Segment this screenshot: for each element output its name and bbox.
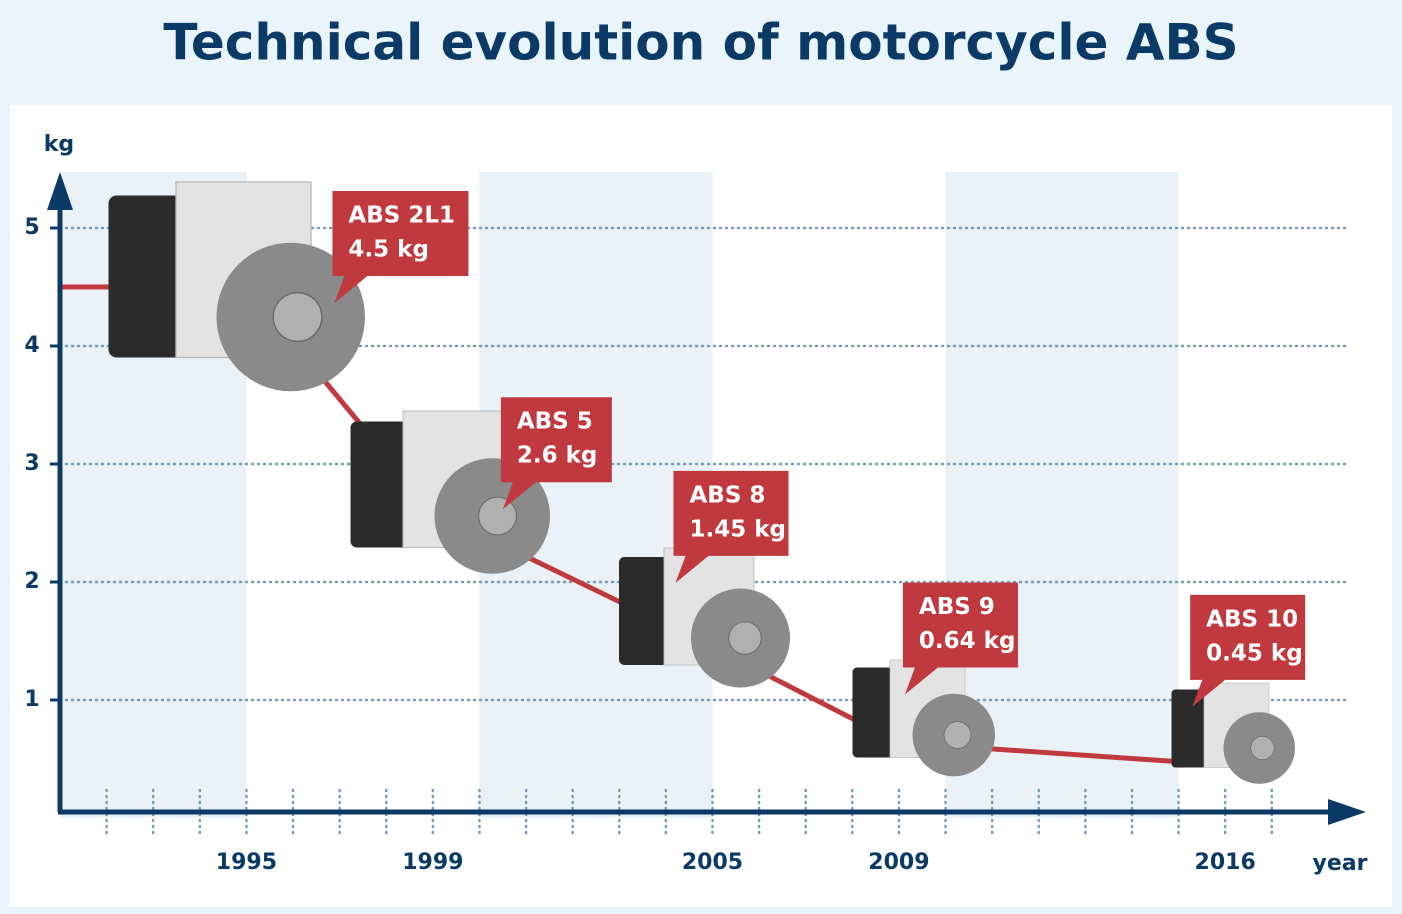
unit-motor-hub [478,496,517,536]
callout: ABS 10 0.45 kg [1190,594,1306,707]
callout: ABS 5 2.6 kg [500,397,612,510]
unit-motor-hub [272,292,323,342]
weight-label: 4.5 kg [348,237,429,263]
x-tick-label: 2009 [868,850,929,875]
model-name: ABS 8 [690,482,766,508]
chart-title: Technical evolution of motorcycle ABS [163,14,1238,72]
callout-box [332,191,469,303]
callout-box [500,397,612,510]
callout-box [902,582,1018,695]
y-tick-label: 5 [24,215,39,240]
weight-label: 1.45 kg [690,516,787,542]
unit-motor-hub [728,621,762,655]
callout: ABS 8 1.45 kg [673,470,789,583]
weight-label: 2.6 kg [517,443,598,469]
abs-unit-illustration [852,659,995,777]
x-tick-label: 2005 [682,850,743,875]
y-tick-label: 1 [24,687,39,712]
y-axis-label: kg [44,132,74,157]
abs-unit-illustration [1171,682,1295,784]
y-tick-label: 3 [24,451,39,476]
callout: ABS 9 0.64 kg [902,582,1018,695]
x-axis-label: year [1313,851,1368,876]
callout: ABS 2L1 4.5 kg [332,191,469,303]
callout-box [1190,594,1306,707]
model-name: ABS 5 [517,409,593,435]
x-tick-label: 1999 [402,850,463,875]
x-axis-arrow [1328,799,1366,825]
unit-motor-hub [1250,735,1275,761]
y-tick-label: 2 [24,569,39,594]
y-tick-label: 4 [24,333,39,358]
x-tick-label: 1995 [216,850,277,875]
x-tick-label: 2016 [1195,850,1256,875]
abs-unit-illustration [619,547,790,688]
callout-box [673,470,789,583]
weight-label: 0.64 kg [919,628,1016,654]
model-name: ABS 2L1 [348,203,455,229]
model-name: ABS 10 [1206,606,1298,632]
unit-motor-hub [943,721,972,749]
model-name: ABS 9 [919,594,995,620]
weight-label: 0.45 kg [1206,640,1303,666]
y-axis-arrow [47,172,73,210]
abs-unit-illustration [108,181,365,392]
